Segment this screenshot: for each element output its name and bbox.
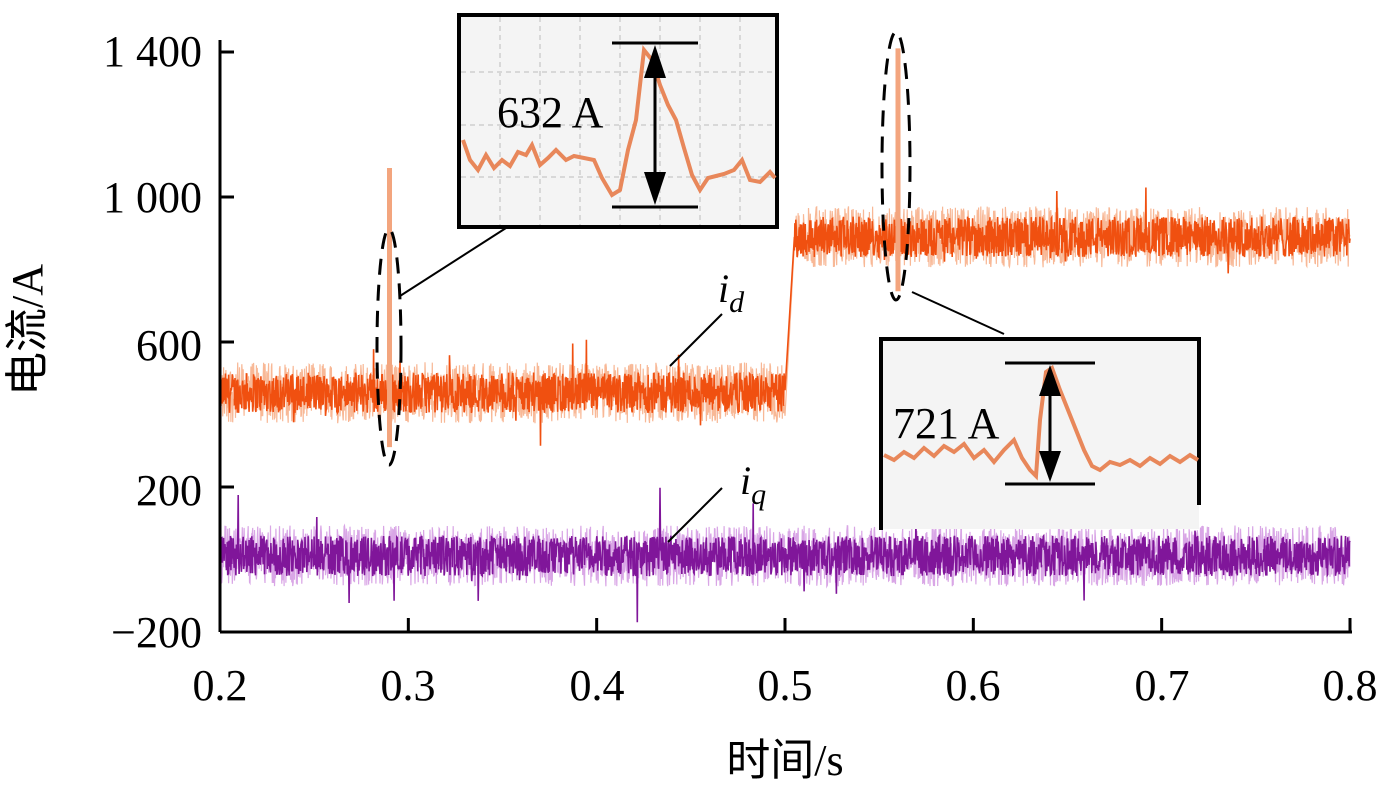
series-layer [219, 48, 1351, 623]
inset-1-value: 632 A [497, 88, 604, 137]
arrow-up-icon [1039, 365, 1061, 396]
highlight-ellipse-1 [375, 227, 403, 467]
x-tick-labels: 0.2 0.3 0.4 0.5 0.6 0.7 0.8 [193, 661, 1378, 710]
y-axis-label: 电流/A [3, 264, 52, 396]
y-tick-label: −200 [111, 608, 202, 657]
x-tick-label: 0.3 [381, 661, 436, 710]
x-tick-label: 0.2 [193, 661, 248, 710]
y-tick-label: 200 [136, 466, 202, 515]
x-tick-label: 0.5 [758, 661, 813, 710]
x-tick-label: 0.6 [946, 661, 1001, 710]
arrow-down-icon [1039, 451, 1061, 482]
tick-layer [218, 50, 1352, 634]
y-tick-label: 1 000 [103, 173, 202, 222]
id-leader-line [669, 313, 723, 367]
id-label: id [718, 266, 745, 319]
inset-zoom-1: 632 A [457, 13, 779, 229]
inset-1-trace [461, 44, 777, 198]
highlight-ellipse-2 [880, 30, 912, 302]
iq-leader-line [667, 487, 723, 543]
arrow-up-icon [644, 45, 666, 78]
inset-leader-1 [399, 227, 507, 297]
inset-2-value: 721 A [893, 399, 1000, 448]
y-tick-labels: 1 400 1 000 600 200 −200 [103, 27, 202, 657]
series-i_d-line [219, 187, 1351, 446]
y-tick-label: 600 [136, 321, 202, 370]
iq-label: iq [740, 458, 766, 511]
y-tick-label: 1 400 [103, 27, 202, 76]
x-tick-label: 0.4 [570, 661, 625, 710]
series-i_q-line [219, 487, 1351, 623]
x-axis-label: 时间/s [726, 736, 843, 785]
arrow-down-icon [644, 172, 666, 205]
inset-leader-2 [911, 291, 1005, 335]
x-tick-label: 0.7 [1135, 661, 1190, 710]
x-tick-label: 0.8 [1323, 661, 1378, 710]
inset-zoom-2: 721 A [879, 337, 1201, 530]
